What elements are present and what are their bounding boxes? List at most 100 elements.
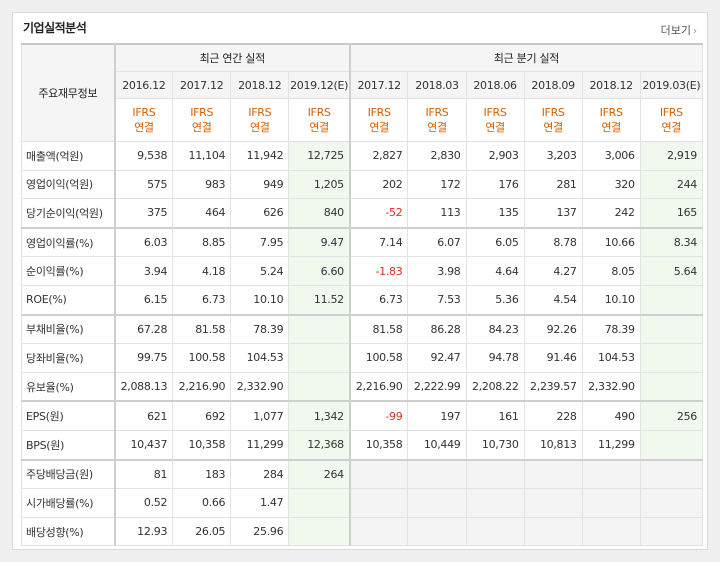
table-cell [349, 458, 409, 490]
table-cell [523, 516, 583, 547]
table-cell: 9,538 [114, 141, 174, 171]
table-cell: 2,208.22 [465, 371, 525, 402]
table-cell: 161 [465, 400, 525, 431]
row-label: BPS(원) [20, 429, 116, 461]
table-row: ROE(%) 6.15 6.73 10.10 11.52 6.73 7.53 5.36 4.54… [20, 284, 704, 316]
table-cell [581, 458, 641, 490]
financial-analysis-panel: 기업실적분석 더보기 › 주요재무정보 최근 연간 실적 최근 분기 실적 201… [12, 12, 708, 550]
table-cell: 2,830 [407, 141, 467, 171]
table-cell: 7.95 [230, 226, 290, 258]
table-cell: 11.52 [288, 284, 351, 316]
table-cell: 2,919 [639, 141, 704, 171]
table-cell: 5.36 [465, 284, 525, 316]
period-header: 2018.06 [465, 71, 525, 99]
table-row: 영업이익률(%) 6.03 8.85 7.95 9.47 7.14 6.07 6.05 8.78… [20, 226, 704, 258]
table-cell: 10,813 [523, 429, 583, 461]
period-header: 2018.09 [523, 71, 583, 99]
table-cell: 621 [114, 400, 174, 431]
table-cell: 4.64 [465, 256, 525, 286]
table-cell: 10,437 [114, 429, 174, 461]
ifrs-label: IFRS [483, 106, 507, 119]
table-cell: 1.47 [230, 488, 290, 518]
row-label: 부채비율(%) [20, 313, 116, 345]
table-cell: 8.34 [639, 226, 704, 258]
table-cell: 575 [114, 169, 174, 200]
period-header: 2016.12 [114, 71, 174, 99]
table-cell: 6.73 [172, 284, 232, 316]
table-cell: 113 [407, 198, 467, 229]
row-label: 매출액(억원) [20, 141, 116, 171]
table-cell: 26.05 [172, 516, 232, 547]
table-cell: 165 [639, 198, 704, 229]
table-row: 영업이익(억원) 575 983 949 1,205 202 172 176 281 320 244 [20, 169, 704, 200]
table-cell: 2,332.90 [581, 371, 641, 402]
table-cell: 12.93 [114, 516, 174, 547]
table-cell [639, 343, 704, 373]
row-label: 당기순이익(억원) [20, 198, 116, 229]
table-cell: 281 [523, 169, 583, 200]
table-cell: 6.05 [465, 226, 525, 258]
table-cell: 9.47 [288, 226, 351, 258]
table-cell: 11,942 [230, 141, 290, 171]
table-cell: 2,903 [465, 141, 525, 171]
table-cell: 949 [230, 169, 290, 200]
table-cell: 10,730 [465, 429, 525, 461]
panel-title: 기업실적분석 [23, 21, 87, 35]
consolidated-label: 연결 [369, 121, 389, 134]
table-cell: 6.03 [114, 226, 174, 258]
table-cell: 100.58 [172, 343, 232, 373]
table-cell: 3,203 [523, 141, 583, 171]
label-column-header: 주요재무정보 [20, 43, 116, 142]
table-cell [523, 458, 583, 490]
row-label: 영업이익(억원) [20, 169, 116, 200]
accounting-standard-label: IFRS 연결 [639, 98, 704, 142]
table-cell: 100.58 [349, 343, 409, 373]
table-row: 당기순이익(억원) 375 464 626 840 -52 113 135 137 242 165 [20, 198, 704, 229]
table-cell [639, 371, 704, 402]
table-cell: 25.96 [230, 516, 290, 547]
table-row: 당좌비율(%) 99.75 100.58 104.53 100.58 92.47 94.78… [20, 343, 704, 373]
accounting-standard-label: IFRS 연결 [349, 98, 409, 142]
row-label: 주당배당금(원) [20, 458, 116, 490]
row-label: 당좌비율(%) [20, 343, 116, 373]
table-cell [581, 488, 641, 518]
table-cell: 375 [114, 198, 174, 229]
table-cell: 4.54 [523, 284, 583, 316]
table-cell: 10.10 [581, 284, 641, 316]
table-cell: 0.52 [114, 488, 174, 518]
ifrs-label: IFRS [599, 106, 623, 119]
table-cell: 3.98 [407, 256, 467, 286]
table-cell: 10.66 [581, 226, 641, 258]
table-cell: 8.78 [523, 226, 583, 258]
more-label: 더보기 [660, 24, 691, 37]
table-cell: 137 [523, 198, 583, 229]
table-cell: 78.39 [581, 313, 641, 345]
table-cell: 2,088.13 [114, 371, 174, 402]
ifrs-label: IFRS [541, 106, 565, 119]
row-label: 배당성향(%) [20, 516, 116, 547]
table-row: 주당배당금(원) 81 183 284 264 [20, 458, 704, 490]
consolidated-label: 연결 [249, 121, 270, 134]
table-cell: 4.27 [523, 256, 583, 286]
table-cell: 84.23 [465, 313, 525, 345]
ifrs-label: IFRS [132, 106, 156, 119]
table-cell: 92.26 [523, 313, 583, 345]
table-cell: 264 [288, 458, 351, 490]
ifrs-label: IFRS [425, 106, 449, 119]
quarter-group-header: 최근 분기 실적 [349, 43, 703, 72]
table-cell [465, 458, 525, 490]
table-cell [639, 458, 704, 490]
table-cell: 10,449 [407, 429, 467, 461]
accounting-standard-label: IFRS 연결 [114, 98, 174, 142]
table-cell: 78.39 [230, 313, 290, 345]
table-cell: 11,299 [581, 429, 641, 461]
table-cell: -1.83 [349, 256, 409, 286]
accounting-standard-label: IFRS 연결 [288, 98, 351, 142]
period-header: 2018.12 [230, 71, 290, 99]
consolidated-label: 연결 [427, 121, 447, 134]
more-link[interactable]: 더보기 › [661, 22, 697, 38]
table-row: 시가배당률(%) 0.52 0.66 1.47 [20, 488, 704, 518]
period-header: 2019.03(E) [639, 71, 704, 99]
table-cell: 244 [639, 169, 704, 200]
table-cell [407, 516, 467, 547]
